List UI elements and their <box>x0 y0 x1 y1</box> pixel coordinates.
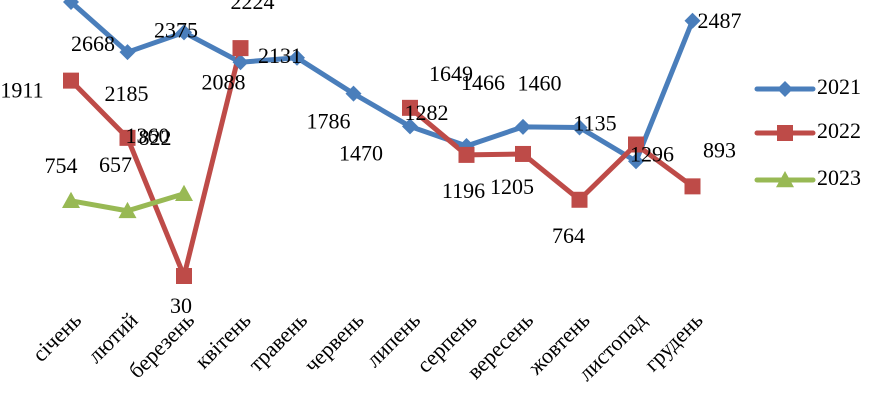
legend-marker-2023 <box>776 171 794 188</box>
data-label-2022-11: 893 <box>703 137 736 162</box>
data-label-2022-9: 764 <box>552 223 585 248</box>
marker-2022-11 <box>684 178 701 195</box>
marker-2022-8 <box>515 145 531 162</box>
series-line-2022-part-2 <box>407 105 695 203</box>
data-label-2021-11: 2487 <box>698 8 742 33</box>
legend-item-2021: 2021 <box>754 74 861 99</box>
data-label-2022-2: 30 <box>170 293 192 318</box>
legend-label-2022: 2022 <box>817 118 861 143</box>
data-label-2021-8: 1466 <box>461 70 505 95</box>
marker-2021-3 <box>232 54 249 71</box>
data-label-2022-8: 1205 <box>490 174 534 199</box>
data-label-2021-9: 1460 <box>518 71 562 96</box>
data-label-2023-0: 754 <box>45 153 78 178</box>
data-label-2022-1: 1360 <box>126 123 170 148</box>
legend-item-2022: 2022 <box>754 118 861 143</box>
data-label-2021-4: 2131 <box>258 43 302 68</box>
marker-2022-6 <box>402 99 418 116</box>
data-label-2021-6: 1470 <box>339 140 383 165</box>
marker-2021-10 <box>628 153 644 170</box>
marker-2021-9 <box>571 119 588 136</box>
legend-label-2021: 2021 <box>817 74 861 99</box>
marker-2021-0 <box>63 0 79 10</box>
x-tick-label: грудень <box>639 307 708 376</box>
marker-2021-6 <box>402 118 418 135</box>
x-tick-label: червень <box>299 307 369 377</box>
x-tick-label: квітень <box>190 307 256 373</box>
data-label-2023-2: 822 <box>139 125 172 150</box>
marker-2022-7 <box>458 146 475 163</box>
data-label-2021-7: 1282 <box>405 100 449 125</box>
data-label-2021-2: 2375 <box>154 17 198 42</box>
series-line-2021 <box>68 0 695 164</box>
data-label-2022-7: 1196 <box>442 178 485 203</box>
data-labels: 2668 2185 2375 2088 2131 1786 1470 1282 1466 1460… <box>0 0 741 318</box>
data-label-2022-6: 1649 <box>429 61 473 86</box>
legend-item-2023: 2023 <box>754 165 861 190</box>
x-axis-tick-labels: січеньлютийберезеньквітеньтравеньчервень… <box>27 307 708 385</box>
marker-2023-0 <box>62 191 80 209</box>
marker-2021-8 <box>515 118 531 135</box>
series-line-2022 <box>68 45 243 279</box>
data-label-2021-1: 2185 <box>105 81 149 106</box>
marker-2022-3 <box>232 40 249 57</box>
marker-2021-2 <box>176 24 192 41</box>
marker-2021-1 <box>119 44 136 61</box>
legend-label-2023: 2023 <box>817 165 861 190</box>
legend-marker-2022 <box>777 125 793 141</box>
marker-2022-2 <box>176 268 192 284</box>
marker-2022-0 <box>63 72 79 89</box>
legend-marker-2021 <box>777 81 793 97</box>
marker-2021-5 <box>345 85 362 102</box>
data-label-2021-10: 1135 <box>573 110 616 135</box>
legend: 2021 2022 2023 <box>754 74 861 190</box>
marker-2022-10 <box>628 136 644 153</box>
marker-2023-1 <box>118 201 137 219</box>
x-tick-label: січень <box>27 307 86 366</box>
marker-2022-9 <box>571 191 588 208</box>
data-label-2022-3: 2224 <box>231 0 275 14</box>
data-label-2022-10: 1296 <box>630 142 674 167</box>
data-label-2021-3: 2088 <box>202 69 246 94</box>
series-lines <box>68 0 695 279</box>
marker-2022-1 <box>119 129 136 146</box>
x-tick-label: травень <box>243 307 312 376</box>
series-markers <box>62 0 701 284</box>
data-label-2023-1: 657 <box>99 152 132 177</box>
marker-2021-4 <box>289 49 305 66</box>
marker-2023-2 <box>175 184 193 201</box>
data-label-2021-0: 2668 <box>71 31 115 56</box>
data-label-2022-0: 1911 <box>0 78 43 103</box>
data-label-2021-5: 1786 <box>307 109 351 134</box>
marker-2021-11 <box>684 12 701 29</box>
